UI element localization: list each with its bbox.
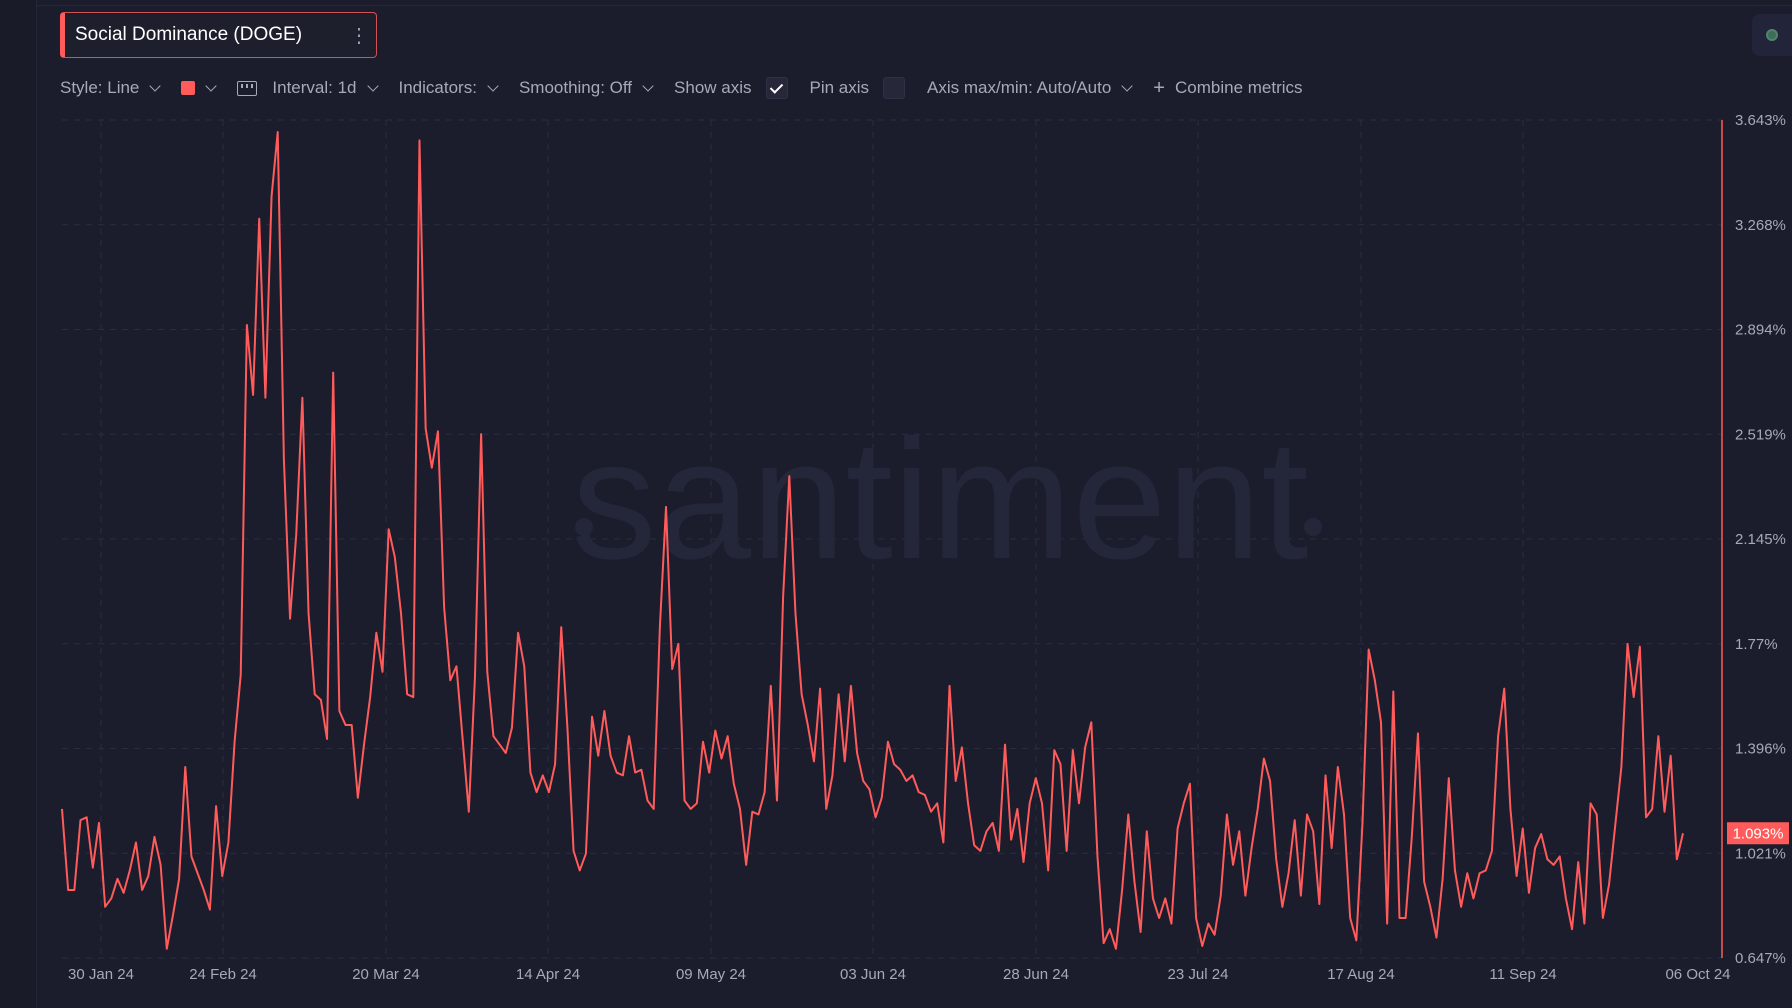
status-dot-icon (1766, 29, 1778, 41)
interval-label: Interval: 1d (272, 78, 357, 97)
interval-dropdown[interactable]: Interval: 1d (237, 78, 379, 98)
show-axis-toggle[interactable]: Show axis (674, 77, 788, 99)
metric-title: Social Dominance (DOGE) (75, 24, 303, 45)
watermark-dot-right (1304, 518, 1322, 536)
x-tick-label: 03 Jun 24 (840, 966, 906, 983)
y-tick-label: 3.643% (1735, 112, 1786, 129)
pin-axis-checkbox[interactable] (883, 77, 906, 99)
calendar-icon (237, 80, 258, 96)
y-tick-label: 2.519% (1735, 426, 1786, 443)
series-line[interactable] (61, 131, 1684, 950)
left-sidebar-strip (0, 0, 37, 1008)
y-axis: 3.643% 3.268% 2.894% 2.519% 2.145% 1.77% 1.396… (1721, 112, 1786, 967)
style-label: Style: Line (60, 78, 140, 97)
x-tick-label: 11 Sep 24 (1489, 966, 1556, 983)
last-value-marker: 1.093% (1727, 822, 1789, 845)
santiment-watermark: santiment (571, 405, 1308, 595)
last-value-label: 1.093% (1733, 825, 1784, 842)
smoothing-dropdown[interactable]: Smoothing: Off (518, 78, 654, 98)
metric-title-card[interactable]: Social Dominance (DOGE) ⋮ (60, 12, 377, 58)
color-picker[interactable] (181, 79, 218, 95)
x-tick-label: 20 Mar 24 (352, 966, 420, 983)
x-tick-label: 23 Jul 24 (1168, 966, 1229, 983)
y-tick-label: 1.77% (1735, 636, 1778, 653)
top-divider (36, 5, 1792, 6)
x-tick-label: 24 Feb 24 (189, 966, 257, 983)
series-layer (61, 131, 1684, 950)
chart-grid (62, 119, 1722, 959)
y-tick-label: 3.268% (1735, 217, 1786, 234)
combine-label: Combine metrics (1174, 78, 1303, 97)
y-tick-label: 1.021% (1735, 845, 1786, 862)
y-tick-label: 1.396% (1735, 741, 1786, 758)
show-axis-label: Show axis (674, 78, 752, 97)
y-tick-label: 2.894% (1735, 322, 1786, 339)
indicators-dropdown[interactable]: Indicators: (398, 78, 499, 98)
last-value-badge (1727, 822, 1789, 845)
axis-maxmin-dropdown[interactable]: Axis max/min: Auto/Auto (927, 78, 1133, 98)
x-tick-label: 30 Jan 24 (68, 966, 134, 983)
pin-axis-toggle[interactable]: Pin axis (810, 77, 906, 99)
status-toggle-button[interactable] (1752, 14, 1792, 56)
x-tick-label: 28 Jun 24 (1003, 966, 1069, 983)
plus-icon: + (1153, 76, 1165, 99)
pin-axis-label: Pin axis (809, 78, 870, 97)
x-tick-label: 17 Aug 24 (1327, 966, 1395, 983)
x-axis: 30 Jan 24 24 Feb 24 20 Mar 24 14 Apr 24 09 M… (68, 966, 1730, 983)
watermark-dot-left (575, 518, 593, 536)
style-dropdown[interactable]: Style: Line (60, 78, 162, 98)
x-tick-label: 06 Oct 24 (1665, 966, 1730, 983)
y-tick-label: 2.145% (1735, 531, 1786, 548)
axis-maxmin-label: Axis max/min: Auto/Auto (927, 78, 1112, 97)
show-axis-checkbox[interactable] (765, 77, 788, 99)
more-vertical-icon[interactable]: ⋮ (349, 24, 369, 47)
chart-toolbar: Style: Line Interval: 1d Indicators: Smo… (60, 72, 1325, 104)
color-swatch-icon (181, 81, 196, 95)
smoothing-label: Smoothing: Off (518, 78, 633, 97)
x-tick-label: 09 May 24 (676, 966, 746, 983)
combine-metrics-button[interactable]: + Combine metrics (1153, 77, 1302, 100)
y-tick-label: 0.647% (1735, 950, 1786, 967)
x-tick-label: 14 Apr 24 (516, 966, 580, 983)
indicators-label: Indicators: (398, 78, 477, 97)
